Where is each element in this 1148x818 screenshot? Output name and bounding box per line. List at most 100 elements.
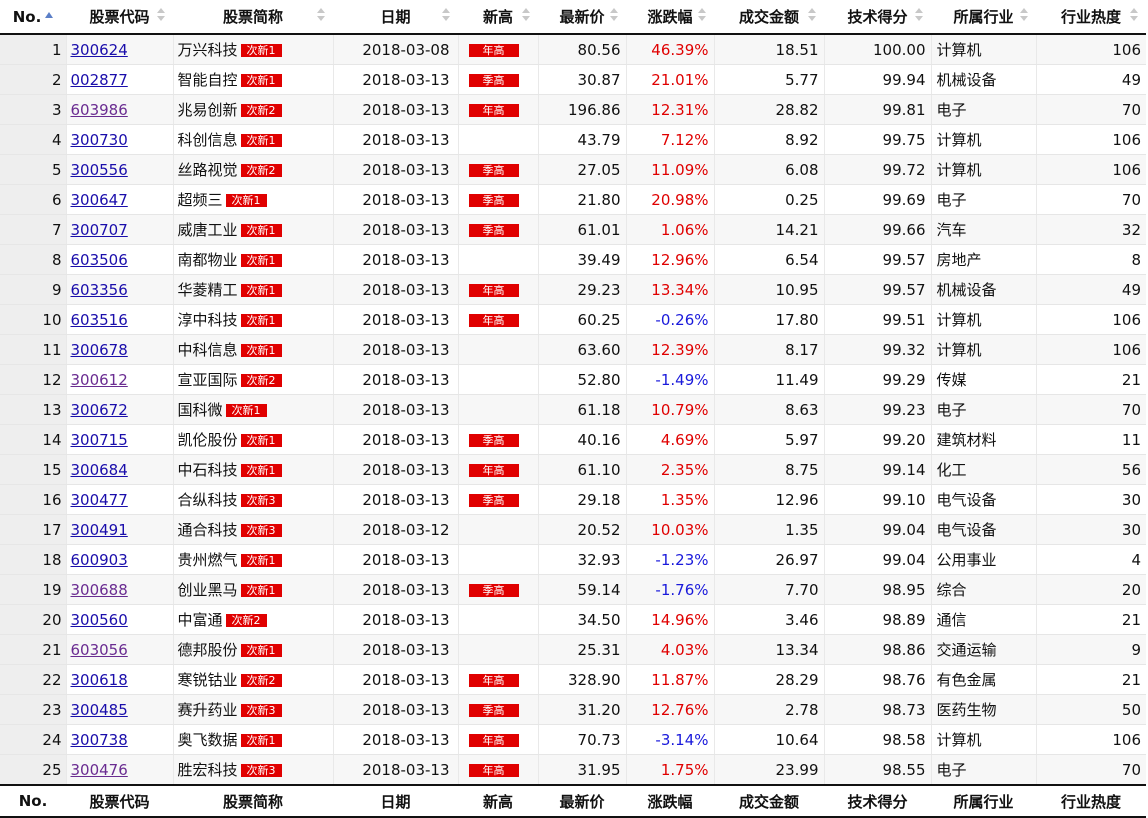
row-number: 5 bbox=[0, 154, 66, 185]
column-header-code[interactable]: 股票代码 bbox=[66, 0, 173, 35]
new-high-badge: 季高 bbox=[468, 223, 519, 237]
column-header-no[interactable]: No. bbox=[0, 0, 66, 35]
date-cell: 2018-03-08 bbox=[332, 34, 458, 65]
column-header-change[interactable]: 涨跌幅 bbox=[626, 0, 714, 35]
stock-code-link[interactable]: 300476 bbox=[70, 760, 128, 779]
column-header-name[interactable]: 股票简称 bbox=[173, 0, 333, 35]
score-cell: 99.66 bbox=[823, 214, 931, 245]
column-header-label: No. bbox=[12, 7, 42, 26]
price-cell: 61.01 bbox=[537, 214, 626, 245]
stock-code-cell: 603356 bbox=[65, 274, 173, 305]
column-header-high[interactable]: 新高 bbox=[458, 0, 538, 35]
stock-code-link[interactable]: 002877 bbox=[70, 70, 128, 89]
stock-code-link[interactable]: 300730 bbox=[70, 130, 128, 149]
stock-code-link[interactable]: 603056 bbox=[70, 640, 128, 659]
new-high-cell bbox=[457, 604, 538, 635]
sort-toggle-icon[interactable] bbox=[1130, 8, 1138, 24]
heat-cell: 9 bbox=[1035, 634, 1146, 665]
industry-cell: 机械设备 bbox=[930, 274, 1036, 305]
table-row: 21 603056 德邦股份 次新1 2018-03-13 25.31 4.03% 13.34… bbox=[0, 634, 1146, 665]
change-cell: -3.14% bbox=[625, 724, 714, 755]
new-high-badge: 年高 bbox=[468, 463, 519, 477]
new-high-cell bbox=[457, 634, 538, 665]
column-header-label: 涨跌幅 bbox=[647, 8, 693, 26]
sort-toggle-icon[interactable] bbox=[157, 8, 165, 24]
stock-code-link[interactable]: 300556 bbox=[70, 160, 128, 179]
stock-name: 中科信息 bbox=[177, 341, 238, 359]
stock-code-cell: 603056 bbox=[65, 634, 173, 665]
stock-code-link[interactable]: 300491 bbox=[70, 520, 128, 539]
stock-code-link[interactable]: 300684 bbox=[70, 460, 128, 479]
stock-code-cell: 600903 bbox=[65, 544, 173, 575]
sort-toggle-icon[interactable] bbox=[522, 8, 530, 24]
column-header-date[interactable]: 日期 bbox=[333, 0, 458, 35]
sort-toggle-icon[interactable] bbox=[698, 8, 706, 24]
heat-cell: 21 bbox=[1035, 664, 1146, 695]
stock-name-cell: 国科微 次新1 bbox=[172, 394, 333, 425]
column-header-label: 成交金额 bbox=[738, 8, 799, 26]
stock-code-link[interactable]: 603506 bbox=[70, 250, 128, 269]
price-cell: 328.90 bbox=[537, 664, 626, 695]
table-row: 9 603356 华菱精工 次新1 2018-03-13 年高 29.23 13.34% 10.… bbox=[0, 274, 1146, 305]
row-number: 16 bbox=[0, 484, 66, 515]
stock-name: 科创信息 bbox=[177, 131, 238, 149]
stock-code-link[interactable]: 300560 bbox=[70, 610, 128, 629]
change-cell: 13.34% bbox=[625, 274, 714, 305]
stock-code-link[interactable]: 300715 bbox=[70, 430, 128, 449]
sort-toggle-icon[interactable] bbox=[317, 8, 325, 24]
stock-name: 胜宏科技 bbox=[177, 761, 238, 779]
stock-code-link[interactable]: 300688 bbox=[70, 580, 128, 599]
sort-toggle-icon[interactable] bbox=[442, 8, 450, 24]
column-header-score[interactable]: 技术得分 bbox=[824, 0, 931, 35]
column-header-amount[interactable]: 成交金额 bbox=[714, 0, 824, 35]
stock-code-link[interactable]: 300678 bbox=[70, 340, 128, 359]
sort-asc-icon bbox=[45, 11, 54, 18]
stock-code-link[interactable]: 300485 bbox=[70, 700, 128, 719]
stock-code-link[interactable]: 300672 bbox=[70, 400, 128, 419]
footer-label-change: 涨跌幅 bbox=[626, 784, 714, 818]
sort-toggle-icon[interactable] bbox=[915, 8, 923, 24]
sort-toggle-icon[interactable] bbox=[808, 8, 816, 24]
stock-code-link[interactable]: 300618 bbox=[70, 670, 128, 689]
new-high-badge: 年高 bbox=[468, 673, 519, 687]
price-cell: 25.31 bbox=[537, 634, 626, 665]
stock-code-link[interactable]: 300647 bbox=[70, 190, 128, 209]
date-cell: 2018-03-12 bbox=[332, 514, 458, 545]
stock-code-cell: 300672 bbox=[65, 394, 173, 425]
change-cell: 2.35% bbox=[625, 454, 714, 485]
change-cell: -1.23% bbox=[625, 544, 714, 575]
price-cell: 43.79 bbox=[537, 124, 626, 155]
heat-cell: 30 bbox=[1035, 514, 1146, 545]
new-high-cell bbox=[457, 244, 538, 275]
table-row: 4 300730 科创信息 次新1 2018-03-13 43.79 7.12% 8.92 99… bbox=[0, 124, 1146, 155]
stock-name: 中石科技 bbox=[177, 461, 238, 479]
sort-toggle-icon[interactable] bbox=[610, 8, 618, 24]
stock-code-link[interactable]: 300612 bbox=[70, 370, 128, 389]
stock-code-link[interactable]: 300738 bbox=[70, 730, 128, 749]
stock-code-link[interactable]: 300477 bbox=[70, 490, 128, 509]
column-header-heat[interactable]: 行业热度 bbox=[1036, 0, 1146, 35]
amount-cell: 28.82 bbox=[713, 94, 824, 125]
stock-code-link[interactable]: 600903 bbox=[70, 550, 128, 569]
date-cell: 2018-03-13 bbox=[332, 574, 458, 605]
new-high-cell bbox=[457, 124, 538, 155]
stock-name: 赛升药业 bbox=[177, 701, 238, 719]
stock-name: 丝路视觉 bbox=[177, 161, 238, 179]
stock-name: 宣亚国际 bbox=[177, 371, 238, 389]
stock-code-link[interactable]: 603516 bbox=[70, 310, 128, 329]
stock-code-link[interactable]: 300624 bbox=[70, 40, 128, 59]
stock-name-cell: 兆易创新 次新2 bbox=[172, 94, 333, 125]
stock-code-link[interactable]: 603986 bbox=[70, 100, 128, 119]
price-cell: 20.52 bbox=[537, 514, 626, 545]
sort-toggle-icon[interactable] bbox=[1020, 8, 1028, 24]
column-header-price[interactable]: 最新价 bbox=[538, 0, 626, 35]
row-number: 10 bbox=[0, 304, 66, 335]
amount-cell: 8.92 bbox=[713, 124, 824, 155]
column-header-industry[interactable]: 所属行业 bbox=[931, 0, 1036, 35]
new-high-badge: 季高 bbox=[468, 73, 519, 87]
stock-code-link[interactable]: 603356 bbox=[70, 280, 128, 299]
stock-code-link[interactable]: 300707 bbox=[70, 220, 128, 239]
amount-cell: 3.46 bbox=[713, 604, 824, 635]
price-cell: 31.95 bbox=[537, 754, 626, 786]
industry-cell: 电气设备 bbox=[930, 514, 1036, 545]
